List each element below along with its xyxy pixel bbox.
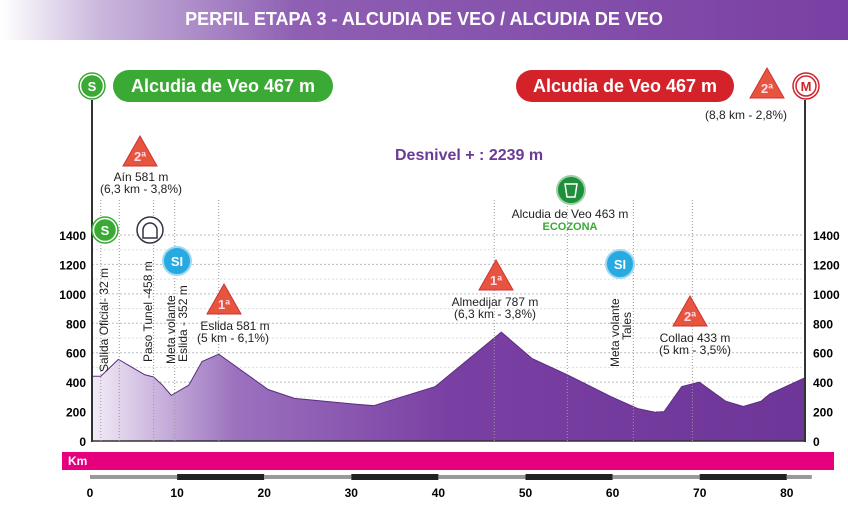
x-tick: 0 <box>87 486 94 500</box>
climb-category-text: 1ª <box>218 297 230 312</box>
climb-name: Eslida 581 m <box>200 319 270 333</box>
y-tick-left: 0 <box>79 435 86 449</box>
point-label: Tales <box>620 311 634 340</box>
y-tick-left: 600 <box>66 347 86 361</box>
y-tick-right: 1400 <box>813 229 840 243</box>
ecozona-label: ECOZONA <box>542 221 598 233</box>
scale-segment <box>612 475 700 479</box>
climb-category-icon <box>122 134 158 167</box>
climb-category-text: 2ª <box>761 81 773 96</box>
y-tick-right: 1000 <box>813 288 840 302</box>
scale-segment <box>699 474 787 480</box>
scale-segment <box>438 475 526 479</box>
km-bar-label: Km <box>68 454 88 468</box>
ecozona-bin-icon <box>556 175 586 205</box>
climb-name: Collao 433 m <box>659 331 731 345</box>
point-label: Eslida - 352 m <box>176 285 190 362</box>
finish-badge-icon-text: M <box>801 79 812 94</box>
point-label: Salida Oficial- 32 m <box>97 267 111 372</box>
x-tick: 30 <box>345 486 359 500</box>
y-tick-right: 400 <box>813 376 833 390</box>
start-badge-icon-text: S <box>88 79 97 94</box>
start-label: Alcudia de Veo 467 m <box>113 70 333 102</box>
scale-segment <box>177 474 265 480</box>
desnivel: Desnivel + : 2239 m <box>395 147 544 164</box>
elevation-profile <box>91 331 806 442</box>
climb-category-text: 2ª <box>134 149 146 164</box>
tunnel-icon <box>136 216 164 244</box>
climb-category-icon <box>672 294 708 327</box>
y-tick-left: 400 <box>66 376 86 390</box>
climb-info: (6,3 km - 3,8%) <box>453 307 537 321</box>
climb-name: Aín 581 m <box>113 170 169 184</box>
x-tick: 20 <box>258 486 272 500</box>
scale-segment <box>525 474 613 480</box>
y-tick-left: 1200 <box>59 258 86 272</box>
ecozona-bin-icon <box>564 183 578 198</box>
finish-label: Alcudia de Veo 467 m <box>516 70 734 102</box>
sprint-icon-text: SI <box>614 257 626 272</box>
climb-info: (5 km - 3,5%) <box>658 343 731 357</box>
climb-category-icon <box>749 66 785 99</box>
x-tick: 80 <box>780 486 794 500</box>
y-tick-right: 0 <box>813 435 820 449</box>
point-label: Paso Tunel -458 m <box>141 261 155 362</box>
climb-category-text: 1ª <box>490 273 502 288</box>
climb-category-icon <box>478 258 514 291</box>
y-tick-left: 1000 <box>59 288 86 302</box>
climb-info: (5 km - 6,1%) <box>196 331 269 345</box>
stage-title: PERFIL ETAPA 3 - ALCUDIA DE VEO / ALCUDI… <box>185 9 663 29</box>
scale-segment <box>264 475 352 479</box>
tunnel-icon <box>142 222 158 239</box>
sprint-icon <box>162 246 192 276</box>
start-official-icon <box>94 219 116 241</box>
climb-category-icon <box>206 282 242 315</box>
km-bar: Km <box>62 452 834 470</box>
scale-segment <box>786 475 812 479</box>
y-tick-left: 200 <box>66 406 86 420</box>
x-tick: 60 <box>606 486 620 500</box>
climb-category-text: 2ª <box>684 309 696 324</box>
x-tick: 40 <box>432 486 446 500</box>
y-tick-left: 1400 <box>59 229 86 243</box>
start-badge-icon <box>81 75 103 97</box>
stage-title-banner: PERFIL ETAPA 3 - ALCUDIA DE VEO / ALCUDI… <box>0 0 848 40</box>
y-tick-right: 1200 <box>813 258 840 272</box>
y-tick-right: 800 <box>813 317 833 331</box>
climb-info: (6,3 km - 3,8%) <box>99 182 183 196</box>
y-tick-right: 600 <box>813 347 833 361</box>
finish-badge-icon <box>795 75 817 97</box>
climb-name: Almedijar 787 m <box>451 295 539 309</box>
y-tick-left: 800 <box>66 317 86 331</box>
scale-segment <box>351 474 439 480</box>
x-tick: 70 <box>693 486 707 500</box>
sprint-icon-text: SI <box>171 254 183 269</box>
finish-climb-info: (8,8 km - 2,8%) <box>705 108 788 122</box>
start-official-icon-text: S <box>101 223 110 238</box>
x-tick: 10 <box>170 486 184 500</box>
x-tick: 50 <box>519 486 533 500</box>
y-tick-right: 200 <box>813 406 833 420</box>
ecozona-name: Alcudia de Veo 463 m <box>511 207 629 221</box>
scale-segment <box>90 475 178 479</box>
sprint-icon <box>605 249 635 279</box>
